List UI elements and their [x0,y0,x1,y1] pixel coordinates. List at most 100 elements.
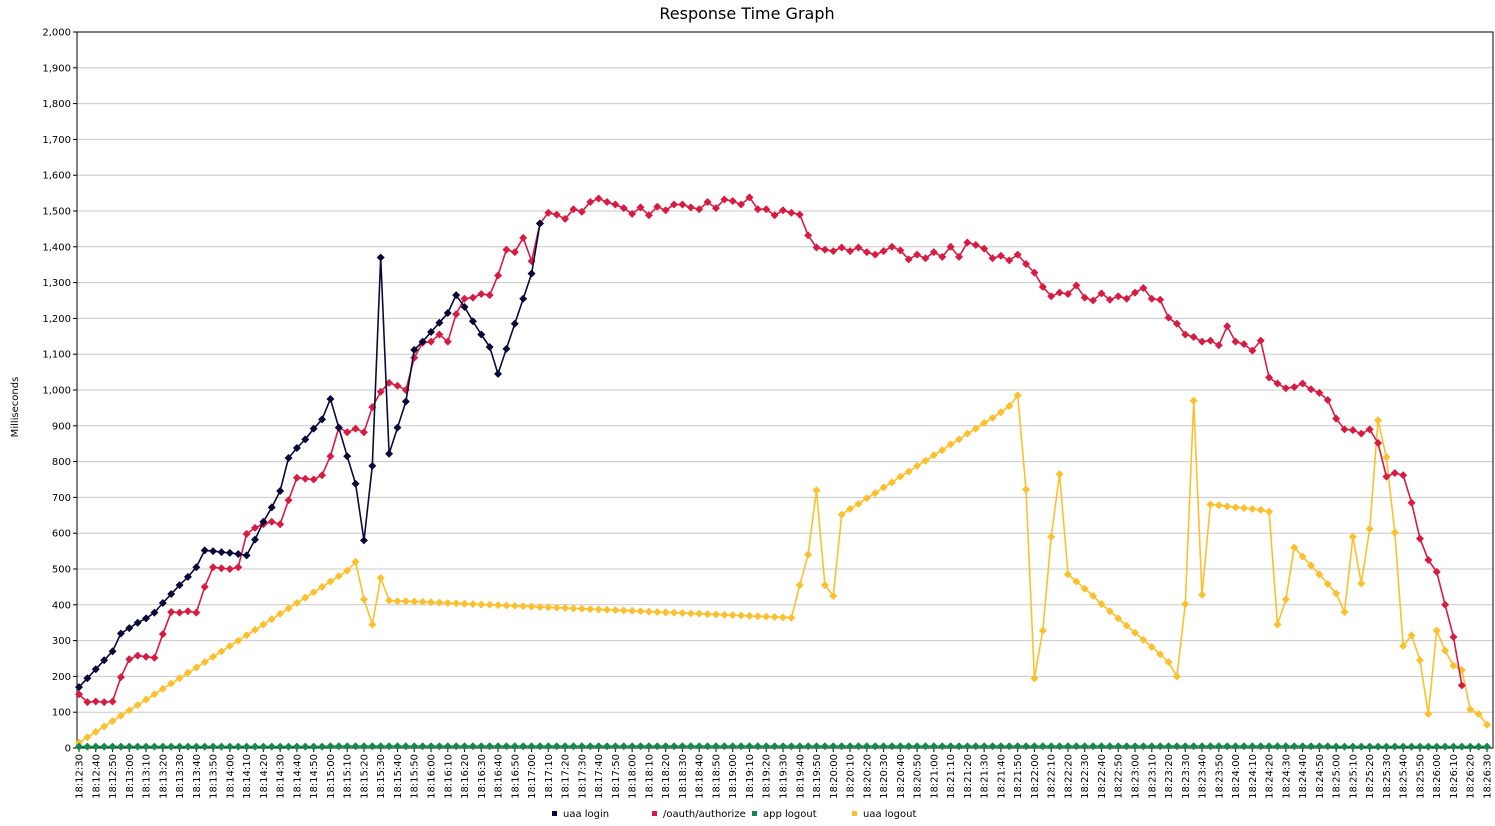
data-point-uaa-logout [510,601,519,610]
x-tick-label: 18:18:30 [678,754,689,799]
x-tick-label: 18:12:40 [91,754,102,799]
data-point-uaa-logout [661,608,670,617]
data-point-uaa-login [175,581,184,590]
data-point-oauth-authorize [686,203,695,212]
data-point-app-logout [1265,742,1274,751]
data-point-uaa-logout [125,706,134,715]
data-point-uaa-login [510,319,519,328]
data-point-oauth-authorize [1097,289,1106,298]
data-point-oauth-authorize [83,698,92,707]
data-point-oauth-authorize [200,582,209,591]
data-point-app-logout [1089,742,1098,751]
data-point-uaa-logout [1080,584,1089,593]
data-point-uaa-logout [913,461,922,470]
data-point-oauth-authorize [971,241,980,250]
data-point-app-logout [1131,742,1139,751]
data-point-oauth-authorize [619,204,628,213]
data-point-uaa-logout [619,606,628,615]
data-point-uaa-login [309,424,318,433]
x-tick-label: 18:17:00 [527,754,538,799]
data-point-app-logout [259,742,268,751]
data-point-uaa-logout [938,446,947,455]
data-point-uaa-logout [561,604,570,613]
data-point-uaa-logout [435,598,444,607]
data-point-oauth-authorize [678,200,687,209]
data-point-uaa-login [385,449,394,458]
data-point-oauth-authorize [376,387,385,396]
x-tick-label: 18:16:20 [460,754,471,799]
data-point-uaa-logout [703,610,712,619]
data-point-uaa-login [91,665,100,674]
data-point-uaa-logout [326,577,335,586]
data-point-uaa-logout [1265,507,1274,516]
data-point-app-logout [1483,742,1491,751]
x-tick-label: 18:21:20 [963,754,974,799]
data-point-app-logout [192,742,201,751]
data-point-oauth-authorize [477,290,486,299]
data-point-uaa-logout [158,684,167,693]
data-point-oauth-authorize [1206,336,1215,345]
x-tick-label: 18:17:40 [594,754,605,799]
data-point-oauth-authorize [1156,295,1165,304]
data-point-uaa-logout [535,602,544,611]
data-point-app-logout [820,742,829,751]
x-tick-label: 18:23:30 [1181,754,1192,799]
x-tick-label: 18:24:40 [1298,754,1309,799]
data-point-app-logout [359,742,368,751]
y-tick-label: 1,400 [42,242,71,253]
data-point-app-logout [544,742,553,751]
data-point-app-logout [167,742,176,751]
y-tick-label: 1,600 [42,171,71,182]
x-tick-label: 18:23:00 [1131,754,1142,799]
x-tick-label: 18:13:50 [209,754,220,799]
data-point-app-logout [862,742,871,751]
data-point-uaa-logout [167,679,176,688]
x-tick-label: 18:22:00 [1030,754,1041,799]
data-point-uaa-logout [108,717,117,726]
data-point-oauth-authorize [158,630,167,639]
data-point-app-logout [1239,742,1248,751]
data-point-uaa-login [485,343,494,352]
data-point-uaa-logout [519,602,528,611]
x-tick-label: 18:22:40 [1097,754,1108,799]
data-point-uaa-logout [963,429,972,438]
data-point-uaa-logout [418,597,427,606]
data-point-app-logout [435,742,444,751]
data-point-uaa-login [234,549,243,558]
data-point-uaa-logout [209,652,218,661]
data-point-oauth-authorize [1223,322,1232,331]
x-tick-label: 18:20:00 [829,754,840,799]
data-point-uaa-login [200,546,209,555]
x-tick-label: 18:14:40 [292,754,303,799]
data-point-oauth-authorize [753,205,762,214]
data-point-uaa-logout [1097,600,1106,609]
x-tick-label: 18:26:20 [1466,754,1477,799]
data-point-uaa-logout [142,695,151,704]
data-point-uaa-logout [854,499,863,508]
data-point-oauth-authorize [862,248,871,257]
data-point-oauth-authorize [519,233,528,242]
x-tick-label: 18:19:00 [728,754,739,799]
data-point-app-logout [879,742,888,751]
data-point-app-logout [812,742,821,751]
data-point-oauth-authorize [225,565,234,573]
data-point-oauth-authorize [611,200,620,209]
y-tick-label: 1,200 [42,314,71,325]
data-point-uaa-login [477,330,486,339]
data-point-uaa-logout [1147,643,1156,652]
data-point-oauth-authorize [1047,292,1056,301]
data-point-app-logout [309,742,318,751]
data-point-app-logout [871,742,880,751]
data-point-uaa-logout [1273,620,1282,629]
data-point-oauth-authorize [1340,425,1349,434]
x-tick-label: 18:23:20 [1164,754,1175,799]
data-point-oauth-authorize [468,293,477,302]
data-point-app-logout [477,742,486,751]
data-point-uaa-logout [711,610,720,619]
data-point-app-logout [460,742,469,751]
data-point-app-logout [887,742,896,751]
data-point-app-logout [1181,742,1190,751]
legend: uaa login/oauth/authorize app logout uaa l… [552,809,916,820]
data-point-uaa-logout [1139,635,1148,644]
data-point-app-logout [1466,742,1475,751]
